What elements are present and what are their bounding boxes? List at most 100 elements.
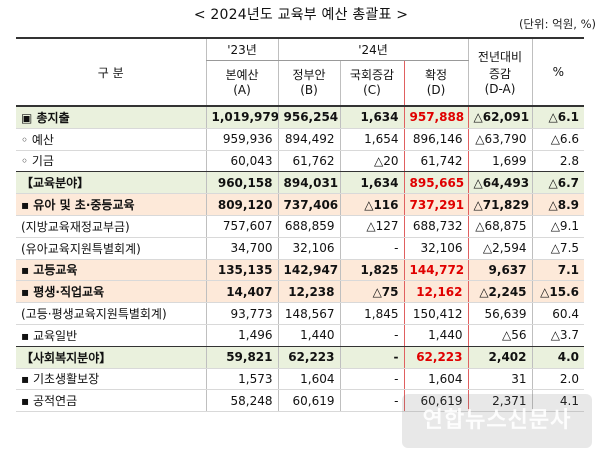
col-d-value: 957,888 bbox=[403, 106, 469, 129]
table-body: ▣ 총지출 1,019,979 956,254 1,634 957,888 △62,091… bbox=[16, 106, 585, 413]
diff-value: △71,829 bbox=[467, 193, 533, 216]
col-a-value: 1,573 bbox=[205, 368, 278, 391]
year23-header: '23년 bbox=[205, 37, 278, 61]
col-a-value: 809,120 bbox=[205, 193, 278, 216]
col-c-value: - bbox=[339, 237, 404, 260]
table-row: ▪ 공적연금 58,248 60,619-60,619 2,371 4.1 bbox=[16, 389, 585, 413]
col-a-value: 93,773 bbox=[205, 302, 278, 325]
col-d-value: 1,604 bbox=[403, 368, 469, 391]
row-label: ◦ 예산 bbox=[16, 128, 206, 151]
col-d-value: 896,146 bbox=[403, 128, 469, 151]
col-b-value: 1,604 bbox=[277, 368, 340, 391]
col-c-value: 1,634 bbox=[339, 171, 404, 195]
pct-value: △9.1 bbox=[531, 215, 585, 238]
col-c-value: 1,634 bbox=[339, 106, 404, 129]
row-label: ▪ 기초생활보장 bbox=[16, 368, 206, 391]
col-b-header: 정부안 (B) bbox=[277, 60, 340, 107]
diff-value: △63,790 bbox=[467, 128, 533, 151]
col-a-value: 58,248 bbox=[205, 389, 278, 413]
pct-value: △6.7 bbox=[531, 171, 585, 195]
col-d-header: 확정 (D) bbox=[403, 60, 469, 107]
diff-value: 1,699 bbox=[467, 150, 533, 173]
col-a-value: 1,496 bbox=[205, 324, 278, 347]
col-b-value: 60,619 bbox=[277, 389, 340, 413]
table-row: ▪ 평생·직업교육 14,407 12,238 △75 12,162 △2,245 △15.… bbox=[16, 280, 585, 304]
table-row: ▪ 고등교육 135,135 142,947 1,825 144,772 9,637 7.1 bbox=[16, 259, 585, 282]
row-label: 【사회복지분야】 bbox=[16, 346, 206, 369]
category-header: 구 분 bbox=[16, 37, 206, 107]
col-a-value: 135,135 bbox=[205, 259, 278, 282]
col-b-value: 894,031 bbox=[277, 171, 340, 195]
col-d-value: 737,291 bbox=[403, 193, 469, 216]
watermark-logo: 연합뉴스신문사 bbox=[402, 394, 592, 448]
diff-value: △2,245 bbox=[467, 280, 533, 304]
col-b-value: 12,238 bbox=[277, 280, 340, 304]
pct-value: 60.4 bbox=[531, 302, 585, 325]
diff-value: △68,875 bbox=[467, 215, 533, 238]
year24-header: '24년 bbox=[277, 37, 469, 61]
col-c-value: 1,654 bbox=[339, 128, 404, 151]
col-c-value: - bbox=[339, 368, 404, 391]
pct-value: △15.6 bbox=[531, 280, 585, 304]
pct-value: △3.7 bbox=[531, 324, 585, 347]
pct-header: % bbox=[531, 37, 585, 107]
diff-value: △62,091 bbox=[467, 106, 533, 129]
diff-header: 전년대비 증감 (D-A) bbox=[467, 37, 533, 107]
col-b-value: 61,762 bbox=[277, 150, 340, 173]
table-title: < 2024년도 교육부 예산 총괄표 > bbox=[193, 7, 409, 23]
pct-value: △6.1 bbox=[531, 106, 585, 129]
col-b-value: 1,440 bbox=[277, 324, 340, 347]
row-label: ▪ 고등교육 bbox=[16, 259, 206, 282]
pct-value: 4.0 bbox=[531, 346, 585, 369]
row-label: ▪ 평생·직업교육 bbox=[16, 280, 206, 304]
diff-value: 56,639 bbox=[467, 302, 533, 325]
col-d-value: 688,732 bbox=[403, 215, 469, 238]
pct-value: △6.6 bbox=[531, 128, 585, 151]
pct-value: 7.1 bbox=[531, 259, 585, 282]
col-b-value: 32,106 bbox=[277, 237, 340, 260]
diff-value: 9,637 bbox=[467, 259, 533, 282]
col-b-value: 956,254 bbox=[277, 106, 340, 129]
table-row: ▪ 유아 및 초·중등교육 809,120 737,406 △116 737,291 △7… bbox=[16, 193, 585, 216]
col-c-header: 국회증감 (C) bbox=[339, 60, 404, 107]
col-b-value: 737,406 bbox=[277, 193, 340, 216]
col-c-value: - bbox=[339, 389, 404, 413]
col-b-value: 148,567 bbox=[277, 302, 340, 325]
pct-value: 4.1 bbox=[531, 389, 585, 413]
col-b-value: 62,223 bbox=[277, 346, 340, 369]
col-a-value: 959,936 bbox=[205, 128, 278, 151]
col-a-value: 1,019,979 bbox=[205, 106, 278, 129]
col-d-value: 62,223 bbox=[403, 346, 469, 369]
col-d-value: 12,162 bbox=[403, 280, 469, 304]
table-row: ◦ 예산 959,936 894,492 1,654 896,146 △63,790 △6.… bbox=[16, 128, 585, 151]
col-a-value: 59,821 bbox=[205, 346, 278, 369]
pct-value: △8.9 bbox=[531, 193, 585, 216]
diff-value: △64,493 bbox=[467, 171, 533, 195]
pct-value: 2.0 bbox=[531, 368, 585, 391]
table-row: ◦ 기금 60,043 61,762 △20 61,742 1,699 2.8 bbox=[16, 150, 585, 173]
diff-value: △56 bbox=[467, 324, 533, 347]
diff-value: 2,371 bbox=[467, 389, 533, 413]
col-a-value: 960,158 bbox=[205, 171, 278, 195]
col-c-value: △20 bbox=[339, 150, 404, 173]
col-d-value: 150,412 bbox=[403, 302, 469, 325]
col-c-value: - bbox=[339, 324, 404, 347]
table-row: ▣ 총지출 1,019,979 956,254 1,634 957,888 △62,091… bbox=[16, 106, 585, 129]
col-a-value: 34,700 bbox=[205, 237, 278, 260]
row-label: ▣ 총지출 bbox=[16, 106, 206, 129]
diff-value: 2,402 bbox=[467, 346, 533, 369]
col-c-value: - bbox=[339, 346, 404, 369]
col-b-value: 142,947 bbox=[277, 259, 340, 282]
row-label: 【교육분야】 bbox=[16, 171, 206, 195]
row-label: (고등·평생교육지원특별회계) bbox=[16, 302, 206, 325]
col-b-value: 894,492 bbox=[277, 128, 340, 151]
row-label: (지방교육재정교부금) bbox=[16, 215, 206, 238]
row-label: ▪ 유아 및 초·중등교육 bbox=[16, 193, 206, 216]
col-d-value: 1,440 bbox=[403, 324, 469, 347]
col-a-value: 757,607 bbox=[205, 215, 278, 238]
col-d-value: 895,665 bbox=[403, 171, 469, 195]
table-row: (지방교육재정교부금) 757,607 688,859 △127 688,732 △68,… bbox=[16, 215, 585, 238]
pct-value: △7.5 bbox=[531, 237, 585, 260]
col-c-value: △116 bbox=[339, 193, 404, 216]
pct-value: 2.8 bbox=[531, 150, 585, 173]
